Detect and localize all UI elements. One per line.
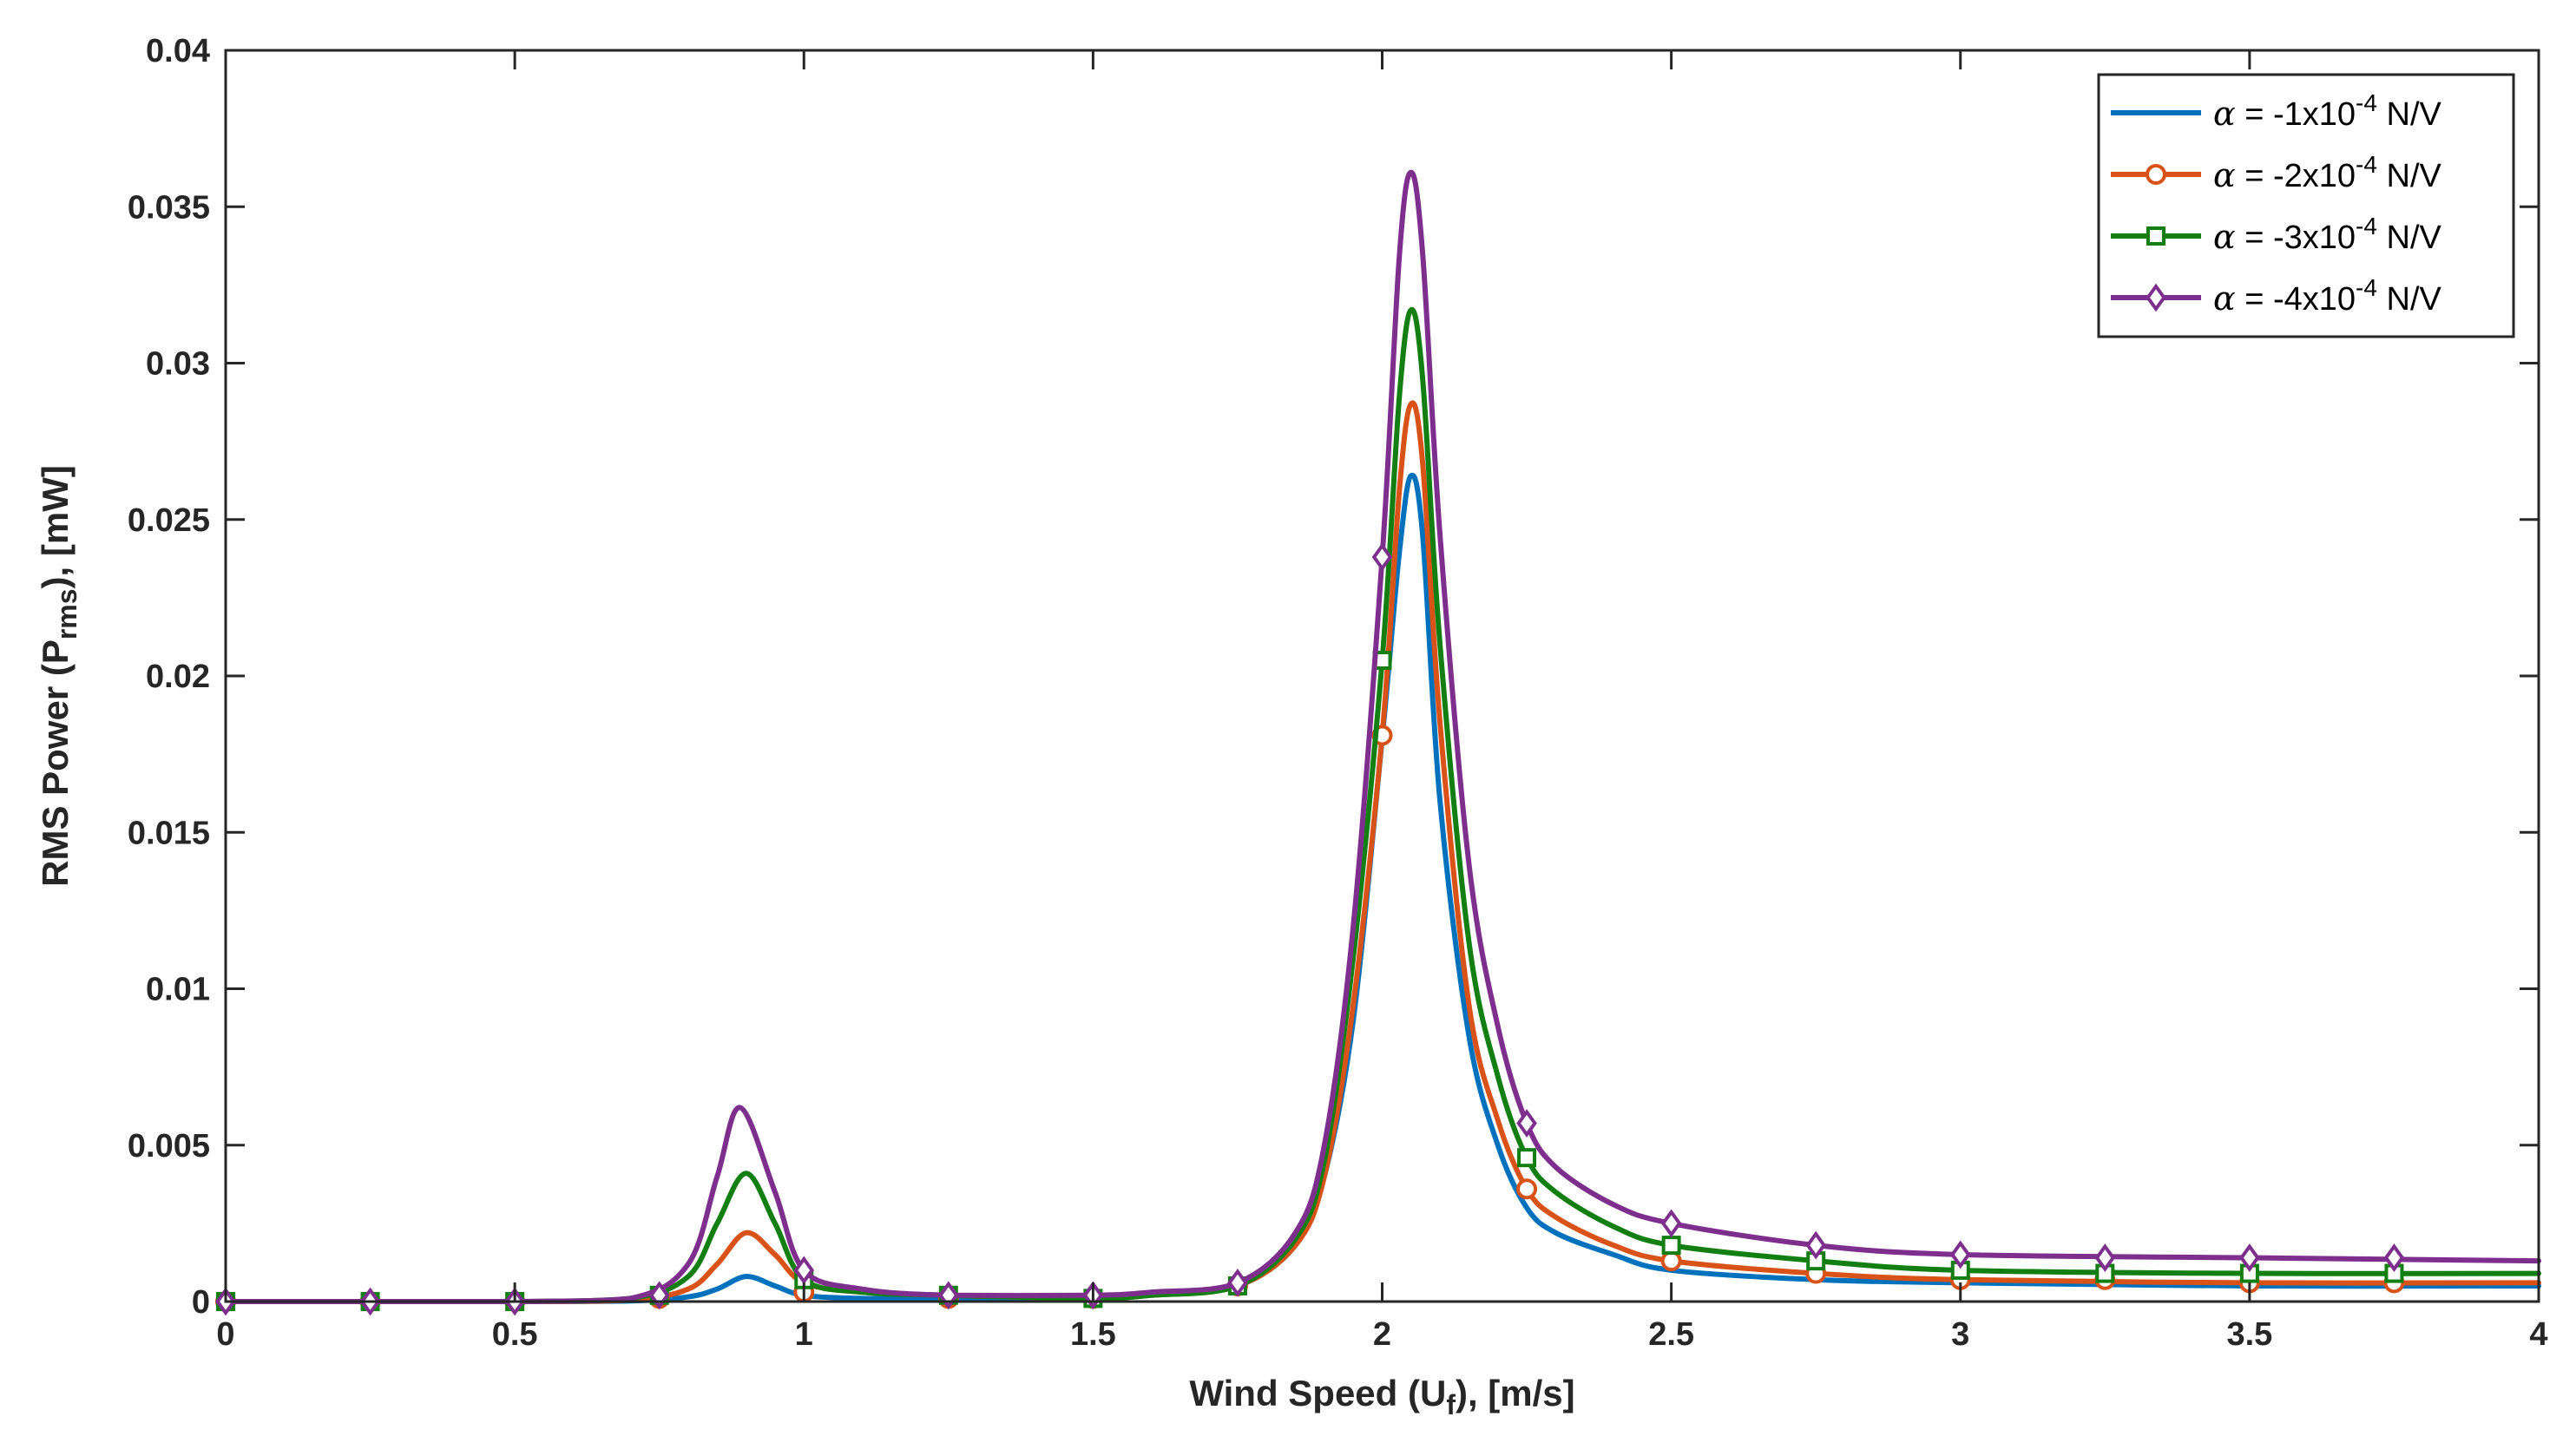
y-tick-label: 0.04 [146,33,210,69]
y-tick-label: 0.01 [146,972,210,1008]
data-point-marker [1371,542,1393,572]
data-point-marker [1227,1268,1248,1297]
legend-marker [2146,226,2165,246]
legend-label: α = -2x10-4 N/V [2213,151,2442,194]
x-tick-label: 2 [1373,1316,1391,1353]
data-point-marker [1516,1178,1538,1200]
legend-item: α = -3x10-4 N/V [2111,213,2442,256]
x-tick-label: 0.5 [492,1316,538,1353]
data-point-marker [793,1256,815,1285]
y-tick-label: 0 [192,1284,210,1321]
y-axis: 0 0.005 0.01 0.015 0.02 0.025 0.03 0.035 0.04 [128,33,2539,1321]
y-axis-title-suffix: ), [mW] [35,465,76,588]
data-point-marker [1661,1236,1681,1256]
x-axis-title: Wind Speed (Uf), [m/s] [1189,1373,1574,1420]
x-axis-title-prefix: Wind Speed (U [1189,1373,1446,1413]
legend-label-unit: N/V [2377,281,2442,318]
legend-label-text: = -1x10 [2236,96,2356,133]
legend-label-unit: N/V [2377,158,2442,194]
legend-label-exponent: -4 [2356,151,2377,178]
data-point-marker [1660,1250,1682,1272]
legend-label-unit: N/V [2377,96,2442,133]
x-tick-label: 4 [2529,1316,2547,1353]
x-tick-label: 3.5 [2226,1316,2272,1353]
legend-item: α = -2x10-4 N/V [2111,151,2442,194]
legend-label: α = -1x10-4 N/V [2213,89,2442,133]
legend-label-unit: N/V [2377,220,2442,256]
y-axis-title-prefix: RMS Power (P [35,639,76,887]
legend-marker [2146,164,2166,185]
x-axis-title-subscript: f [1446,1389,1456,1420]
legend: α = -1x10-4 N/Vα = -2x10-4 N/Vα = -3x10-… [2097,73,2515,338]
x-tick-label: 2.5 [1648,1316,1694,1353]
data-point-marker [1660,1209,1682,1238]
x-tick-label: 1.5 [1070,1316,1116,1353]
legend-label-exponent: -4 [2356,274,2377,301]
legend-label-exponent: -4 [2356,213,2377,239]
legend-label: α = -4x10-4 N/V [2213,274,2442,318]
data-point-marker [1949,1240,1971,1269]
series-line [223,169,2541,1305]
x-tick-label: 3 [1951,1316,1969,1353]
data-point-marker [1805,1230,1827,1260]
x-tick-label: 1 [795,1316,813,1353]
data-point-marker [1517,1148,1537,1168]
legend-label-exponent: -4 [2356,89,2377,116]
y-tick-label: 0.015 [128,815,210,851]
y-axis-title-subscript: rms [51,588,82,639]
legend-alpha-symbol: α [2213,279,2236,318]
y-axis-title: RMS Power (Prms), [mW] [35,465,82,887]
y-tick-label: 0.035 [128,189,210,226]
x-tick-label: 0 [216,1316,234,1353]
legend-alpha-symbol: α [2213,218,2236,256]
y-tick-label: 0.02 [146,659,210,695]
legend-alpha-symbol: α [2213,156,2236,194]
y-tick-label: 0.025 [128,502,210,539]
legend-box [2097,73,2515,338]
legend-item: α = -1x10-4 N/V [2111,89,2442,133]
legend-marker [2146,283,2166,312]
legend-alpha-symbol: α [2213,95,2236,133]
data-point-marker [2094,1243,2116,1272]
data-point-marker [1516,1109,1537,1138]
legend-label-text: = -4x10 [2236,281,2356,318]
legend-item: α = -4x10-4 N/V [2111,274,2442,318]
y-tick-label: 0.005 [128,1128,210,1164]
y-tick-label: 0.03 [146,346,210,383]
x-axis: 0 0.5 1 1.5 2 2.5 3 3.5 4 [216,50,2548,1353]
x-axis-title-suffix: ), [m/s] [1456,1373,1575,1413]
legend-label: α = -3x10-4 N/V [2213,213,2442,256]
legend-label-text: = -3x10 [2236,220,2356,256]
legend-label-text: = -2x10 [2236,158,2356,194]
data-point-marker [2383,1243,2405,1272]
data-point-marker [2239,1243,2260,1272]
series-layer [215,169,2541,1316]
